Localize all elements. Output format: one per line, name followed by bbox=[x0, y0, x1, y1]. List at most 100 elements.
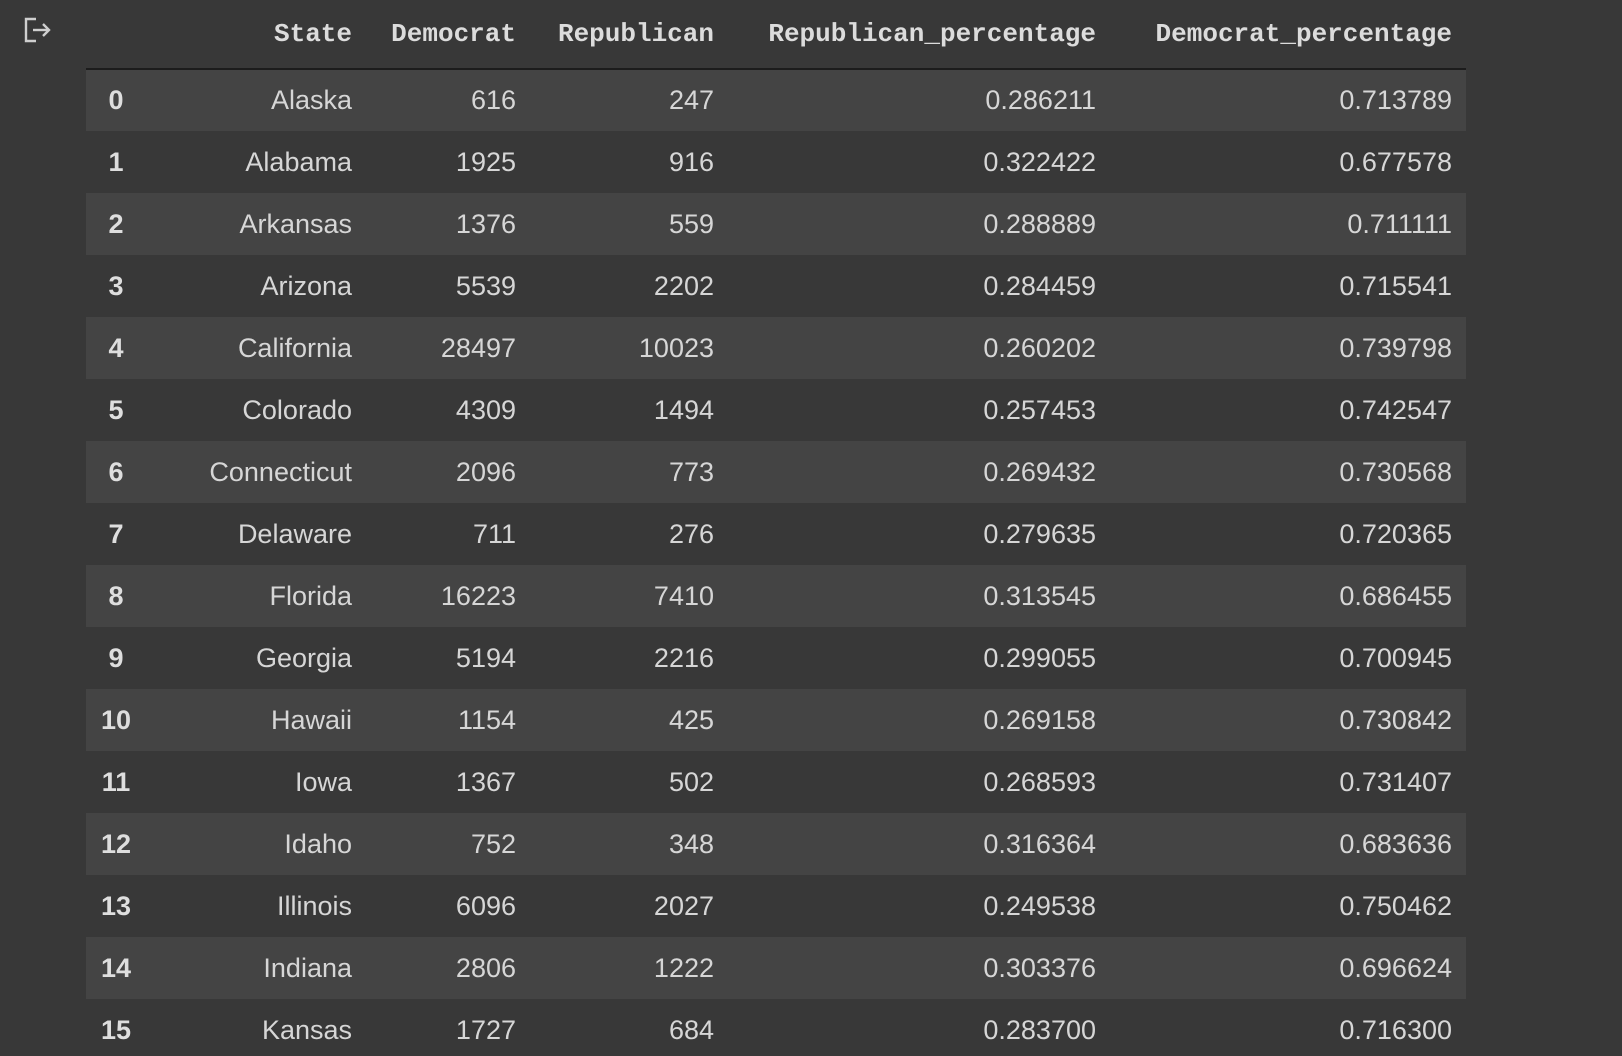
table-row: 9 Georgia 5194 2216 0.299055 0.700945 bbox=[86, 627, 1466, 689]
table-row: 4 California 28497 10023 0.260202 0.739798 bbox=[86, 317, 1466, 379]
cell-republican: 276 bbox=[668, 518, 714, 549]
table-row: 11 Iowa 1367 502 0.268593 0.731407 bbox=[86, 751, 1466, 813]
cell-republican: 502 bbox=[668, 766, 714, 797]
cell-republican: 1222 bbox=[653, 952, 714, 983]
cell-democrat-percentage: 0.739798 bbox=[1339, 332, 1452, 363]
cell-state: Iowa bbox=[294, 766, 352, 797]
cell-republican-percentage: 0.269158 bbox=[983, 704, 1096, 735]
cell-state: Arizona bbox=[260, 270, 352, 301]
table-row: 6 Connecticut 2096 773 0.269432 0.730568 bbox=[86, 441, 1466, 503]
cell-republican-percentage: 0.257453 bbox=[983, 394, 1096, 425]
cell-democrat-percentage: 0.730842 bbox=[1339, 704, 1452, 735]
row-index: 10 bbox=[100, 704, 132, 735]
cell-republican-percentage: 0.284459 bbox=[983, 270, 1096, 301]
cell-republican-percentage: 0.279635 bbox=[983, 518, 1096, 549]
cell-democrat-percentage: 0.711111 bbox=[1347, 208, 1452, 239]
cell-republican-percentage: 0.268593 bbox=[983, 766, 1096, 797]
cell-democrat: 6096 bbox=[455, 890, 516, 921]
cell-republican: 916 bbox=[668, 146, 714, 177]
dataframe-output: State Democrat Republican Republican_per… bbox=[86, 0, 1466, 1056]
cell-state: Florida bbox=[269, 580, 352, 611]
table-row: 12 Idaho 752 348 0.316364 0.683636 bbox=[86, 813, 1466, 875]
table-row: 1 Alabama 1925 916 0.322422 0.677578 bbox=[86, 131, 1466, 193]
cell-state: Alaska bbox=[270, 85, 352, 115]
cell-state: California bbox=[237, 332, 352, 363]
cell-democrat-percentage: 0.731407 bbox=[1339, 766, 1452, 797]
cell-republican: 773 bbox=[668, 456, 714, 487]
cell-republican: 10023 bbox=[638, 332, 714, 363]
cell-republican-percentage: 0.283700 bbox=[983, 1014, 1096, 1045]
cell-republican-percentage: 0.269432 bbox=[983, 456, 1096, 487]
cell-democrat: 1376 bbox=[455, 208, 516, 239]
cell-state: Arkansas bbox=[239, 208, 352, 239]
cell-republican: 7410 bbox=[653, 580, 714, 611]
row-index: 13 bbox=[100, 890, 132, 921]
cell-state: Connecticut bbox=[209, 456, 352, 487]
cell-democrat-percentage: 0.696624 bbox=[1339, 952, 1452, 983]
table-row: 10 Hawaii 1154 425 0.269158 0.730842 bbox=[86, 689, 1466, 751]
cell-state: Illinois bbox=[276, 890, 352, 921]
table-body: 0 Alaska 616 247 0.286211 0.713789 1 Alabama 192… bbox=[86, 69, 1466, 1056]
cell-democrat: 616 bbox=[470, 85, 516, 115]
cell-republican-percentage: 0.313545 bbox=[983, 580, 1096, 611]
cell-republican-percentage: 0.303376 bbox=[983, 952, 1096, 983]
cell-republican-percentage: 0.299055 bbox=[983, 642, 1096, 673]
row-index: 11 bbox=[101, 766, 131, 797]
cell-state: Hawaii bbox=[270, 704, 352, 735]
cell-democrat: 1925 bbox=[455, 146, 516, 177]
column-header-state: State bbox=[146, 0, 366, 70]
row-index: 5 bbox=[108, 394, 124, 425]
row-index: 6 bbox=[108, 456, 124, 487]
cell-democrat: 16223 bbox=[440, 580, 516, 611]
cell-democrat: 2096 bbox=[455, 456, 516, 487]
cell-republican: 425 bbox=[668, 704, 714, 735]
cell-republican-percentage: 0.260202 bbox=[983, 332, 1096, 363]
row-index: 1 bbox=[108, 146, 124, 177]
cell-state: Georgia bbox=[255, 642, 352, 673]
cell-democrat-percentage: 0.686455 bbox=[1339, 580, 1452, 611]
row-index: 15 bbox=[100, 1014, 132, 1045]
row-index: 3 bbox=[108, 270, 124, 301]
cell-democrat: 5194 bbox=[455, 642, 516, 673]
cell-democrat: 4309 bbox=[455, 394, 516, 425]
cell-democrat-percentage: 0.742547 bbox=[1339, 394, 1452, 425]
cell-state: Colorado bbox=[242, 394, 352, 425]
cell-democrat-percentage: 0.700945 bbox=[1339, 642, 1452, 673]
row-index: 9 bbox=[108, 642, 124, 673]
cell-democrat: 752 bbox=[470, 828, 516, 859]
cell-republican: 2216 bbox=[653, 642, 714, 673]
table-row: 5 Colorado 4309 1494 0.257453 0.742547 bbox=[86, 379, 1466, 441]
cell-democrat-percentage: 0.716300 bbox=[1339, 1014, 1452, 1045]
row-index: 2 bbox=[108, 208, 124, 239]
table-row: 13 Illinois 6096 2027 0.249538 0.750462 bbox=[86, 875, 1466, 937]
cell-democrat: 5539 bbox=[455, 270, 516, 301]
table-row: 0 Alaska 616 247 0.286211 0.713789 bbox=[86, 69, 1466, 131]
column-header-democrat: Democrat bbox=[366, 0, 530, 70]
cell-democrat-percentage: 0.730568 bbox=[1339, 456, 1452, 487]
cell-republican-percentage: 0.286211 bbox=[985, 85, 1096, 115]
cell-democrat-percentage: 0.750462 bbox=[1339, 890, 1452, 921]
cell-republican-percentage: 0.322422 bbox=[983, 146, 1096, 177]
cell-democrat-percentage: 0.720365 bbox=[1339, 518, 1452, 549]
cell-democrat: 2806 bbox=[455, 952, 516, 983]
cell-republican: 684 bbox=[668, 1014, 714, 1045]
row-index: 0 bbox=[108, 85, 124, 115]
cell-republican: 247 bbox=[668, 85, 714, 115]
cell-democrat-percentage: 0.683636 bbox=[1339, 828, 1452, 859]
cell-democrat: 1367 bbox=[455, 766, 516, 797]
cell-democrat: 28497 bbox=[440, 332, 516, 363]
column-header-republican: Republican bbox=[530, 0, 728, 70]
table-row: 2 Arkansas 1376 559 0.288889 0.711111 bbox=[86, 193, 1466, 255]
cell-state: Kansas bbox=[261, 1014, 352, 1045]
cell-republican-percentage: 0.249538 bbox=[983, 890, 1096, 921]
row-index: 7 bbox=[108, 518, 124, 549]
cell-state: Indiana bbox=[263, 952, 352, 983]
cell-state: Delaware bbox=[237, 518, 352, 549]
row-index: 14 bbox=[100, 952, 132, 983]
output-arrow-icon[interactable] bbox=[22, 14, 54, 46]
cell-republican: 2202 bbox=[653, 270, 714, 301]
row-index: 8 bbox=[108, 580, 124, 611]
table-row: 3 Arizona 5539 2202 0.284459 0.715541 bbox=[86, 255, 1466, 317]
cell-republican: 348 bbox=[668, 828, 714, 859]
cell-republican-percentage: 0.288889 bbox=[983, 208, 1096, 239]
